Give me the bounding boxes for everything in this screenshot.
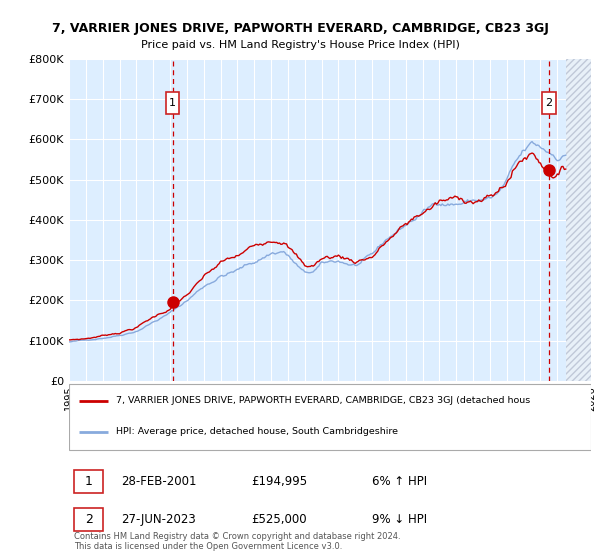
Text: 6% ↑ HPI: 6% ↑ HPI	[372, 475, 427, 488]
Text: 1: 1	[85, 475, 92, 488]
FancyBboxPatch shape	[74, 508, 103, 531]
FancyBboxPatch shape	[542, 92, 556, 114]
Text: £194,995: £194,995	[252, 475, 308, 488]
Text: 27-JUN-2023: 27-JUN-2023	[121, 513, 196, 526]
FancyBboxPatch shape	[166, 92, 179, 114]
Text: Contains HM Land Registry data © Crown copyright and database right 2024.
This d: Contains HM Land Registry data © Crown c…	[74, 531, 401, 551]
Text: HPI: Average price, detached house, South Cambridgeshire: HPI: Average price, detached house, Sout…	[116, 427, 398, 436]
Text: 9% ↓ HPI: 9% ↓ HPI	[372, 513, 427, 526]
Text: £525,000: £525,000	[252, 513, 307, 526]
Text: 2: 2	[545, 98, 553, 108]
Text: Price paid vs. HM Land Registry's House Price Index (HPI): Price paid vs. HM Land Registry's House …	[140, 40, 460, 50]
FancyBboxPatch shape	[69, 384, 591, 450]
Bar	[566, 59, 591, 381]
Text: 2: 2	[85, 513, 92, 526]
FancyBboxPatch shape	[74, 470, 103, 493]
Text: 28-FEB-2001: 28-FEB-2001	[121, 475, 197, 488]
Text: 7, VARRIER JONES DRIVE, PAPWORTH EVERARD, CAMBRIDGE, CB23 3GJ (detached hous: 7, VARRIER JONES DRIVE, PAPWORTH EVERARD…	[116, 396, 530, 405]
Text: 1: 1	[169, 98, 176, 108]
Text: 7, VARRIER JONES DRIVE, PAPWORTH EVERARD, CAMBRIDGE, CB23 3GJ: 7, VARRIER JONES DRIVE, PAPWORTH EVERARD…	[52, 22, 548, 35]
